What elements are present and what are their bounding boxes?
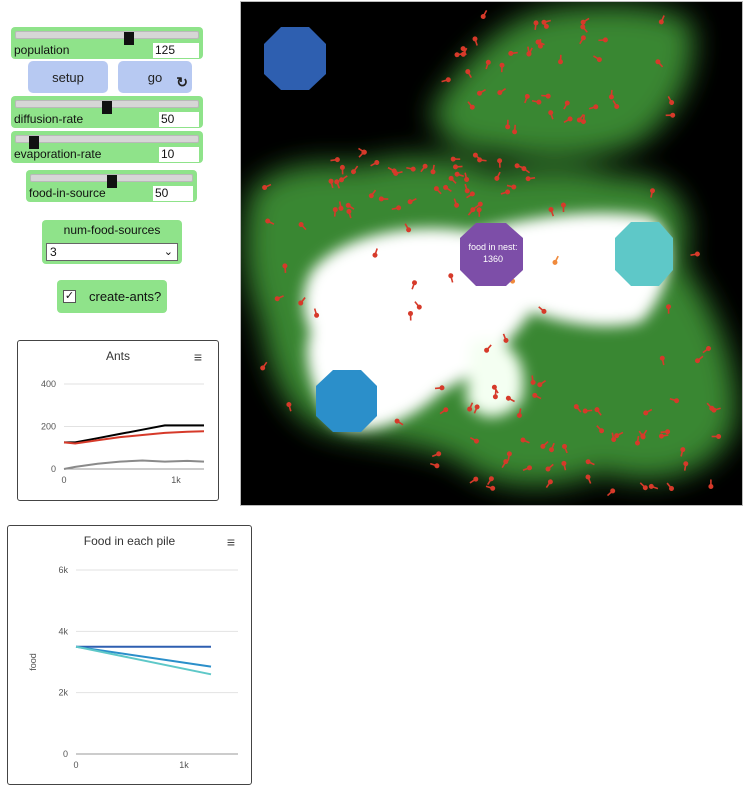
y-tick-label: 400 — [41, 379, 56, 389]
y-tick-label: 6k — [58, 565, 68, 575]
series-line-3 — [64, 461, 204, 470]
slider-thumb[interactable] — [107, 175, 117, 188]
ant — [485, 484, 496, 492]
setup-button[interactable]: setup — [28, 61, 108, 93]
ant — [330, 157, 340, 163]
series-line-2 — [64, 431, 204, 443]
y-axis-label: food — [28, 653, 38, 671]
slider-value[interactable]: 50 — [159, 112, 199, 127]
diffusion-rate-slider[interactable]: diffusion-rate 50 — [11, 96, 203, 128]
slider-thumb[interactable] — [124, 32, 134, 45]
food-chart: 0 2k 4k 6k 0 1k food — [8, 526, 253, 786]
slider-track[interactable] — [30, 174, 193, 182]
series-line-1 — [64, 425, 204, 442]
create-ants-switch[interactable]: ✓ create-ants? — [57, 280, 167, 313]
checkbox[interactable]: ✓ — [63, 290, 76, 303]
ant — [708, 480, 713, 490]
ant — [429, 461, 440, 469]
x-tick-label: 0 — [73, 760, 78, 770]
slider-track[interactable] — [15, 135, 199, 143]
slider-label: population — [14, 43, 69, 57]
chevron-down-icon: ⌄ — [164, 244, 173, 260]
go-button[interactable]: go ↻ — [118, 61, 192, 93]
evaporation-rate-slider[interactable]: evaporation-rate 10 — [11, 131, 203, 163]
ant — [639, 481, 649, 491]
slider-value[interactable]: 125 — [153, 43, 199, 58]
slider-track[interactable] — [15, 31, 199, 39]
chooser-value: 3 — [50, 245, 57, 259]
ant — [441, 77, 452, 84]
ant — [606, 487, 616, 497]
nest-label-line2: 1360 — [459, 253, 527, 265]
ant — [259, 361, 269, 372]
x-tick-label: 1k — [179, 760, 189, 770]
chooser-select[interactable]: 3 ⌄ — [46, 243, 178, 261]
slider-label: evaporation-rate — [14, 147, 101, 161]
ants-chart: 0 200 400 0 1k — [18, 341, 220, 502]
y-tick-label: 2k — [58, 688, 68, 698]
slider-value[interactable]: 10 — [159, 147, 199, 162]
forever-icon: ↻ — [176, 74, 188, 91]
y-tick-label: 4k — [58, 626, 68, 636]
ant — [497, 158, 502, 168]
slider-track[interactable] — [15, 100, 199, 108]
num-food-sources-chooser[interactable]: num-food-sources 3 ⌄ — [42, 220, 182, 264]
series-line-3 — [76, 647, 211, 675]
setup-label: setup — [52, 70, 84, 85]
population-slider[interactable]: population 125 — [11, 27, 203, 59]
ant — [690, 251, 700, 258]
food-source-2 — [316, 370, 377, 432]
go-label: go — [148, 70, 162, 85]
ant — [469, 476, 480, 485]
food-source-3 — [615, 222, 673, 286]
ant — [480, 9, 489, 20]
ant — [472, 36, 480, 47]
world-view[interactable]: food in nest: 1360 — [240, 1, 743, 506]
nest-label-line1: food in nest: — [459, 241, 527, 253]
chooser-label: num-food-sources — [42, 223, 182, 237]
slider-label: food-in-source — [29, 186, 106, 200]
x-tick-label: 1k — [171, 475, 181, 485]
food-source-1 — [264, 27, 326, 90]
ant — [648, 483, 659, 491]
series-line-2 — [76, 647, 211, 667]
slider-label: diffusion-rate — [14, 112, 83, 126]
slider-thumb[interactable] — [102, 101, 112, 114]
y-tick-label: 0 — [63, 749, 68, 759]
x-tick-label: 0 — [61, 475, 66, 485]
nest-food-label: food in nest: 1360 — [459, 241, 527, 265]
y-tick-label: 0 — [51, 464, 56, 474]
ant — [665, 481, 675, 492]
y-tick-label: 200 — [41, 422, 56, 432]
switch-label: create-ants? — [89, 289, 161, 304]
slider-value[interactable]: 50 — [153, 186, 193, 201]
food-in-source-slider[interactable]: food-in-source 50 — [26, 170, 197, 202]
